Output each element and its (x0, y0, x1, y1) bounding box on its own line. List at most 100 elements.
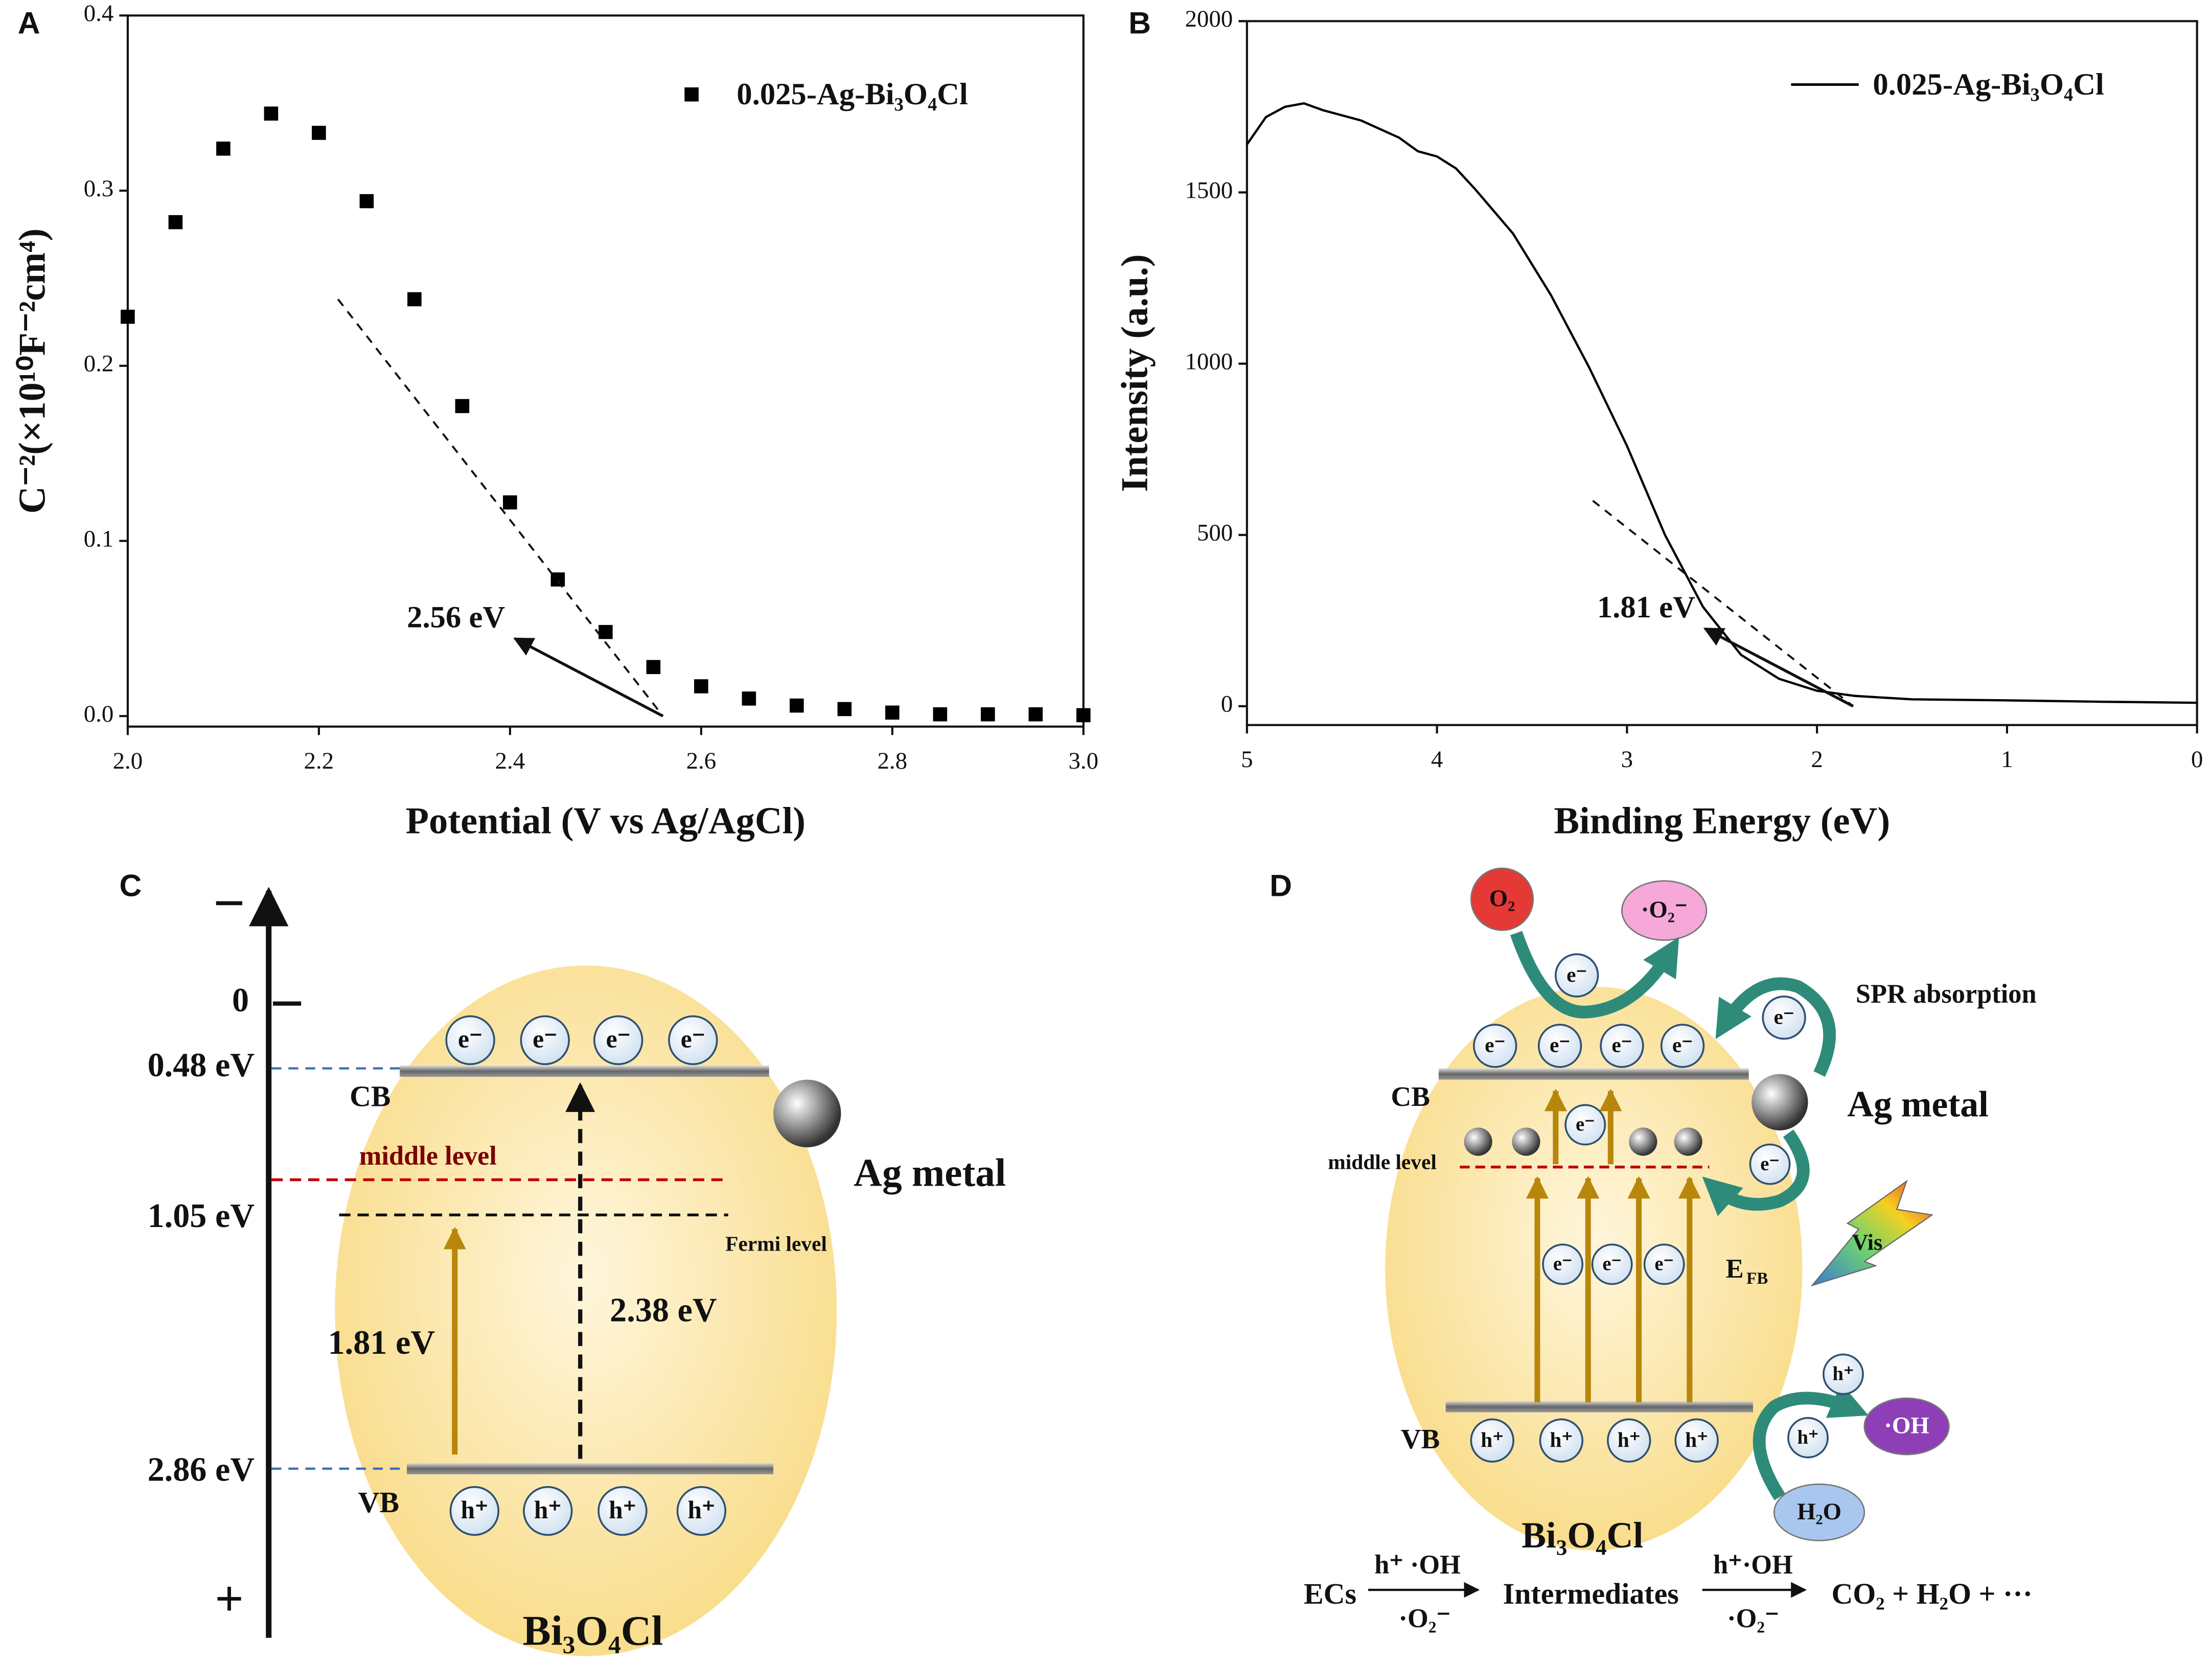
label: D (1270, 868, 1292, 903)
label: h⁺ ·OH (1374, 1550, 1461, 1580)
point (1028, 707, 1043, 722)
carrier (676, 1486, 727, 1536)
annotation: 2.56 eV (407, 600, 505, 635)
label: h⁺ (1550, 1428, 1573, 1451)
label: CB (350, 1080, 390, 1113)
point (216, 142, 231, 156)
label: Fermi level (725, 1232, 827, 1256)
species (1773, 1483, 1865, 1541)
label: 1.05 eV (148, 1197, 255, 1235)
carrier (1555, 953, 1599, 998)
x-tick-label: 2.4 (495, 748, 525, 774)
carrier (1823, 1353, 1864, 1395)
x-tick-label: 3 (1621, 746, 1633, 773)
label: 0 (232, 982, 249, 1019)
carrier (1674, 1418, 1719, 1463)
point (933, 707, 948, 722)
carrier (593, 1015, 643, 1066)
y-tick-label: 0.4 (84, 0, 114, 27)
label: 0.48 eV (148, 1047, 255, 1084)
label: VB (1401, 1423, 1440, 1454)
ag-particle (1629, 1127, 1657, 1156)
band (407, 1463, 774, 1474)
legend-label: 0.025-Ag-Bi₃O₄Cl (736, 77, 968, 111)
label: CO₂ + H₂O + ··· (1831, 1577, 2033, 1610)
carrier (523, 1486, 573, 1536)
carrier (520, 1015, 570, 1066)
label: e⁻ (1566, 963, 1587, 986)
curved-arrow (1715, 977, 1836, 1077)
tangent-line (337, 298, 664, 717)
carrier (1787, 1417, 1829, 1459)
carrier (1473, 1024, 1517, 1068)
line (1246, 102, 2197, 704)
carrier (449, 1486, 500, 1536)
label: ·OH (1884, 1413, 1929, 1439)
ag-particle (1752, 1074, 1808, 1130)
curved-arrow (1510, 931, 1679, 1019)
point (598, 624, 613, 639)
label: H₂O (1797, 1498, 1841, 1525)
x-tick-label: 4 (1431, 746, 1443, 773)
label: 1.81 eV (328, 1324, 435, 1361)
point (121, 310, 135, 324)
label: + (215, 1571, 244, 1627)
label: e⁻ (1654, 1254, 1674, 1275)
carrier (1591, 1243, 1633, 1285)
label: VB (358, 1486, 399, 1519)
x-tick-label: 2.8 (878, 748, 908, 774)
label: Bi₃O₄Cl (523, 1607, 663, 1654)
curved-arrow (1702, 1129, 1810, 1216)
carrier (1537, 1024, 1582, 1068)
label: e⁻ (1611, 1033, 1632, 1057)
label: E (1726, 1254, 1744, 1284)
species (1863, 1397, 1950, 1455)
ag-particle (773, 1079, 841, 1148)
x-axis-label: Binding Energy (eV) (1554, 800, 1890, 842)
point (168, 215, 183, 229)
label: e⁻ (1485, 1033, 1505, 1057)
label: FB (1746, 1269, 1768, 1288)
point (646, 660, 661, 675)
label: e⁻ (1672, 1033, 1693, 1057)
point (264, 106, 279, 121)
annotation-arrow (1703, 627, 1854, 708)
carrier (1762, 996, 1806, 1040)
point (455, 399, 470, 413)
label: h⁺ (1618, 1428, 1641, 1451)
x-tick-label: 2.0 (113, 748, 143, 774)
label: e⁻ (1602, 1254, 1622, 1275)
label: h⁺·OH (1713, 1550, 1793, 1580)
ag-particle (1464, 1127, 1492, 1156)
label: e⁻ (606, 1025, 631, 1053)
label: CB (1391, 1081, 1430, 1112)
label: ·O₂⁻ (1727, 1604, 1779, 1633)
carrier (1470, 1418, 1514, 1463)
label: h⁺ (1685, 1428, 1708, 1451)
label: h⁺ (688, 1496, 716, 1524)
y-tick-label: 500 (1197, 520, 1233, 546)
species (1470, 867, 1534, 931)
ag-particle (1674, 1127, 1702, 1156)
particle (335, 965, 837, 1656)
label: h⁺ (1481, 1428, 1504, 1451)
carrier (668, 1015, 718, 1066)
y-tick-label: 0 (1221, 691, 1233, 718)
carrier (1607, 1418, 1651, 1463)
x-tick-label: 5 (1241, 746, 1253, 773)
label: e⁻ (1553, 1254, 1573, 1275)
y-tick-label: 0.1 (84, 525, 114, 552)
point (503, 495, 517, 510)
band (400, 1066, 769, 1077)
label: h⁺ (534, 1496, 562, 1524)
label: e⁻ (681, 1025, 705, 1053)
plot-frame (126, 14, 1085, 728)
y-tick-label: 0.2 (84, 351, 114, 377)
label: Bi₃O₄Cl (1522, 1515, 1643, 1556)
panel-label: A (18, 6, 40, 40)
carrier (1539, 1418, 1584, 1463)
x-tick-label: 2 (1811, 746, 1823, 773)
y-tick-label: 0.3 (84, 175, 114, 202)
carrier (1643, 1243, 1685, 1285)
